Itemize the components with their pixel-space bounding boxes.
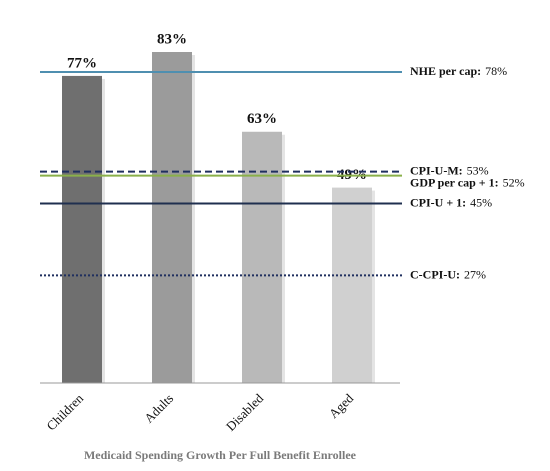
reference-label: C-CPI-U: 27%	[410, 267, 486, 281]
bar	[332, 187, 372, 383]
reference-value: 45%	[470, 195, 492, 209]
bar	[242, 131, 282, 383]
x-tick-label: Children	[43, 390, 86, 433]
reference-label: NHE per cap: 78%	[410, 64, 507, 78]
reference-name: CPI-U + 1:	[410, 195, 466, 209]
value-label: 77%	[67, 55, 97, 71]
reference-name: CPI-U-M:	[410, 163, 463, 177]
reference-label: GDP per cap + 1: 52%	[410, 175, 525, 189]
x-tick-label: Aged	[326, 390, 357, 421]
value-label: 63%	[247, 111, 277, 127]
bar	[62, 75, 102, 384]
bar	[152, 52, 192, 383]
reference-label: CPI-U + 1: 45%	[410, 195, 492, 209]
reference-name: C-CPI-U:	[410, 267, 460, 281]
reference-value: 53%	[467, 163, 489, 177]
reference-name: GDP per cap + 1:	[410, 175, 499, 189]
x-tick-label: Disabled	[223, 390, 267, 434]
x-tick-label: Adults	[141, 391, 176, 426]
x-axis-label: Medicaid Spending Growth Per Full Benefi…	[84, 448, 357, 462]
reference-value: 27%	[464, 267, 486, 281]
reference-value: 78%	[485, 64, 507, 78]
reference-name: NHE per cap:	[410, 64, 481, 78]
reference-value: 52%	[503, 175, 525, 189]
value-label: 83%	[157, 31, 187, 47]
reference-label: CPI-U-M: 53%	[410, 163, 489, 177]
